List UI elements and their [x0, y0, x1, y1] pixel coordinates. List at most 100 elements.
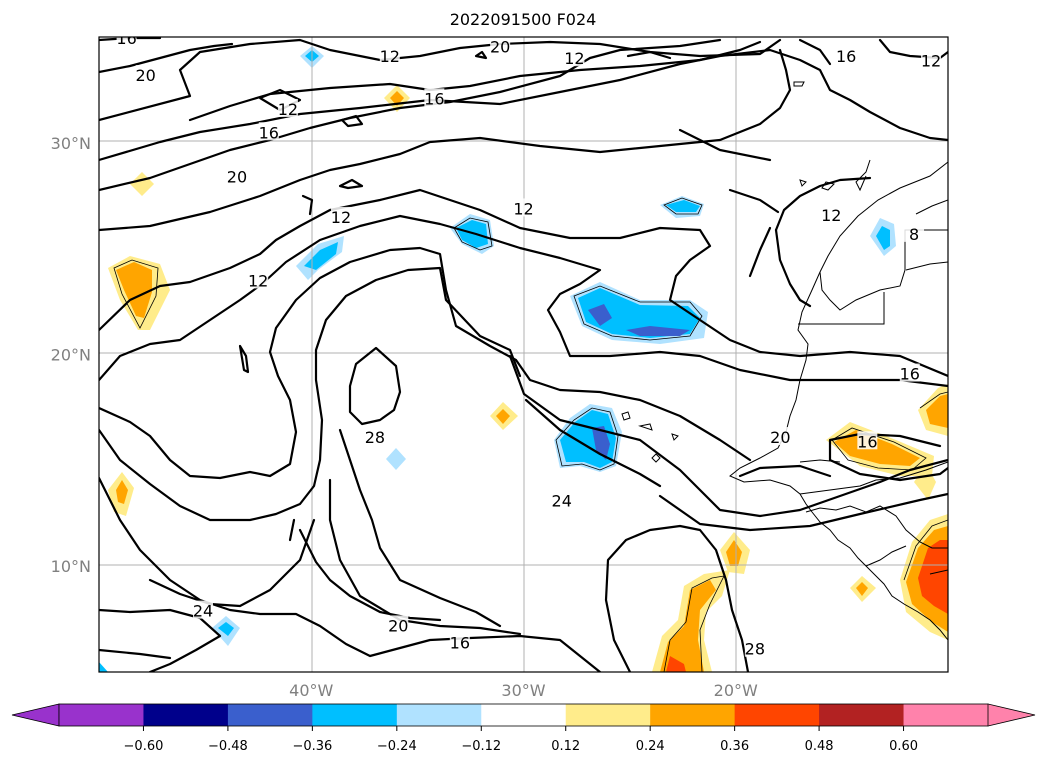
contour-label: 20: [227, 168, 247, 187]
contour-label: 28: [365, 428, 385, 447]
contour-label-bg: [388, 615, 409, 634]
pos-patch: [926, 394, 948, 428]
neg-patch: [386, 448, 406, 470]
colorbar: −0.60 −0.48 −0.36 −0.24 −0.12 0.12 0.24 0.36 0.4…: [11, 703, 1036, 754]
contour-label: 24: [552, 492, 572, 511]
contour-label-bg: [770, 427, 791, 446]
pos-patch: [918, 540, 948, 614]
contour-label-bg: [564, 48, 585, 67]
lat-tick-label: 10°N: [51, 557, 91, 576]
contour-label: 24: [193, 602, 213, 621]
contour-label: 16: [450, 633, 470, 652]
colorbar-tick-label: −0.60: [124, 739, 164, 754]
contour-label-bg: [904, 223, 925, 242]
contour-label: 8: [909, 225, 919, 244]
contour-label: 12: [331, 208, 351, 227]
contour-label: 28: [745, 640, 765, 659]
contour-label-bg: [258, 122, 279, 141]
pos-patch: [856, 582, 868, 596]
contour-label: 12: [821, 206, 841, 225]
lat-axis-labels: 10°N 20°N 30°N: [51, 134, 91, 576]
neg-patch: [666, 200, 700, 212]
lat-tick-label: 20°N: [51, 346, 91, 365]
contour-label-bg: [449, 632, 470, 651]
contour-label-bg: [899, 363, 920, 382]
colorbar-segment: [819, 704, 905, 726]
graticule: [99, 37, 948, 672]
contour-label: 16: [900, 365, 920, 384]
neg-patch: [876, 226, 890, 250]
contour-label: 16: [424, 89, 444, 108]
contour-label-bg: [226, 166, 247, 185]
pos-patch: [116, 262, 152, 318]
colorbar-segment: [734, 704, 820, 726]
colorbar-segment: [59, 704, 144, 726]
contour-label-bg: [193, 600, 214, 619]
colorbar-tick-label: 0.24: [636, 739, 665, 754]
contour-label: 16: [116, 29, 136, 48]
contour-label-bg: [921, 50, 942, 69]
contour-label-bg: [513, 198, 534, 217]
colorbar-segment: [650, 704, 736, 726]
colorbar-tick-label: 0.60: [889, 739, 918, 754]
contour-label-bg: [744, 638, 765, 657]
colorbar-segment: [396, 704, 482, 726]
colorbar-segment: [227, 704, 313, 726]
contour-label: 16: [836, 47, 856, 66]
contour-lines: [99, 37, 948, 672]
contour-label: 16: [259, 123, 279, 142]
contour-label-bg: [490, 37, 511, 55]
colorbar-outline: [58, 703, 989, 727]
colorbar-tick-label: 0.12: [551, 739, 580, 754]
pos-patch: [116, 480, 128, 504]
contour-label-bg: [836, 46, 857, 65]
lon-tick-label: 40°W: [289, 681, 333, 700]
colorbar-tick-label: −0.36: [292, 739, 332, 754]
contour-label: 16: [857, 432, 877, 451]
map-frame: [98, 36, 949, 673]
contour-label: 12: [921, 51, 941, 70]
colorbar-tick-label: −0.48: [208, 739, 248, 754]
contour-label: 12: [564, 49, 584, 68]
pos-patch: [914, 464, 936, 500]
contour-label-bg: [116, 37, 137, 47]
contour-label-bg: [364, 427, 385, 446]
pos-patch: [726, 540, 742, 566]
pos-patch: [660, 580, 716, 672]
colorbar-segment: [903, 704, 989, 726]
colorbar-extend-under: [11, 703, 60, 727]
pos-patch: [390, 91, 404, 106]
colorbar-tick-label: 0.36: [720, 739, 749, 754]
contour-label-bg: [424, 88, 445, 107]
contour-label-bg: [277, 98, 298, 117]
colorbar-segment: [481, 704, 567, 726]
colorbar-tick-label: 0.48: [805, 739, 834, 754]
colorbar-tick-label: −0.12: [461, 739, 501, 754]
contour-label-bg: [330, 206, 351, 225]
colorbar-segment: [312, 704, 398, 726]
coastlines: [621, 81, 948, 641]
contour-label-bg: [857, 431, 878, 450]
colorbar-tick-label: −0.24: [377, 739, 417, 754]
colorbar-segment: [565, 704, 651, 726]
contour-label-bg: [821, 204, 842, 223]
contour-label-bg: [248, 270, 269, 289]
contour-label: 20: [770, 428, 790, 447]
pos-patch: [496, 409, 510, 424]
contour-label: 20: [136, 66, 156, 85]
contour-label: 12: [278, 100, 298, 119]
contour-label-bg: [551, 490, 572, 509]
lon-tick-label: 20°W: [714, 681, 758, 700]
lon-axis-labels: 40°W 30°W 20°W: [289, 681, 758, 700]
colorbar-extend-over: [987, 703, 1036, 727]
lat-tick-label: 30°N: [51, 134, 91, 153]
contour-label-bg: [135, 65, 156, 84]
neg-patch: [588, 304, 690, 336]
pos-patch: [666, 656, 686, 672]
shading-outlines: [113, 197, 948, 672]
neg-patch: [99, 662, 108, 672]
neg-patch: [218, 622, 234, 636]
